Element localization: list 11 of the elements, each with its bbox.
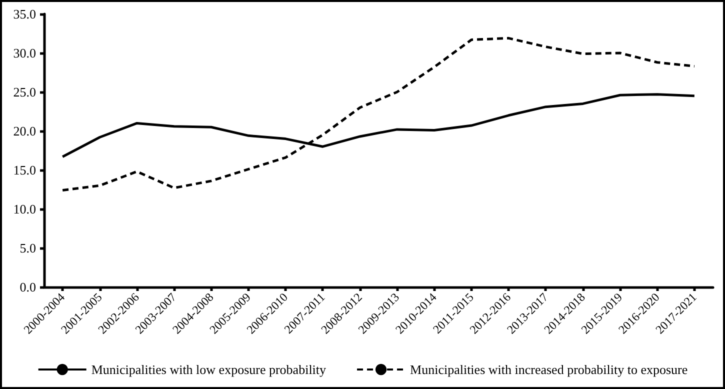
- y-tick-label: 35.0: [13, 6, 36, 22]
- y-tick-label: 25.0: [13, 84, 36, 100]
- line-series: [61, 36, 696, 192]
- y-tick-label: 30.0: [13, 46, 36, 60]
- y-tick-label: 5.0: [20, 240, 36, 256]
- legend-label: Municipalities with increased probability to exposure: [410, 362, 688, 377]
- y-tick-label: 20.0: [13, 124, 36, 138]
- legend-label: Municipalities with low exposure probability: [91, 362, 327, 377]
- y-tick-label: 10.0: [13, 202, 36, 216]
- y-tick-label: 0.0: [20, 280, 36, 294]
- y-tick-label: 15.0: [13, 162, 36, 178]
